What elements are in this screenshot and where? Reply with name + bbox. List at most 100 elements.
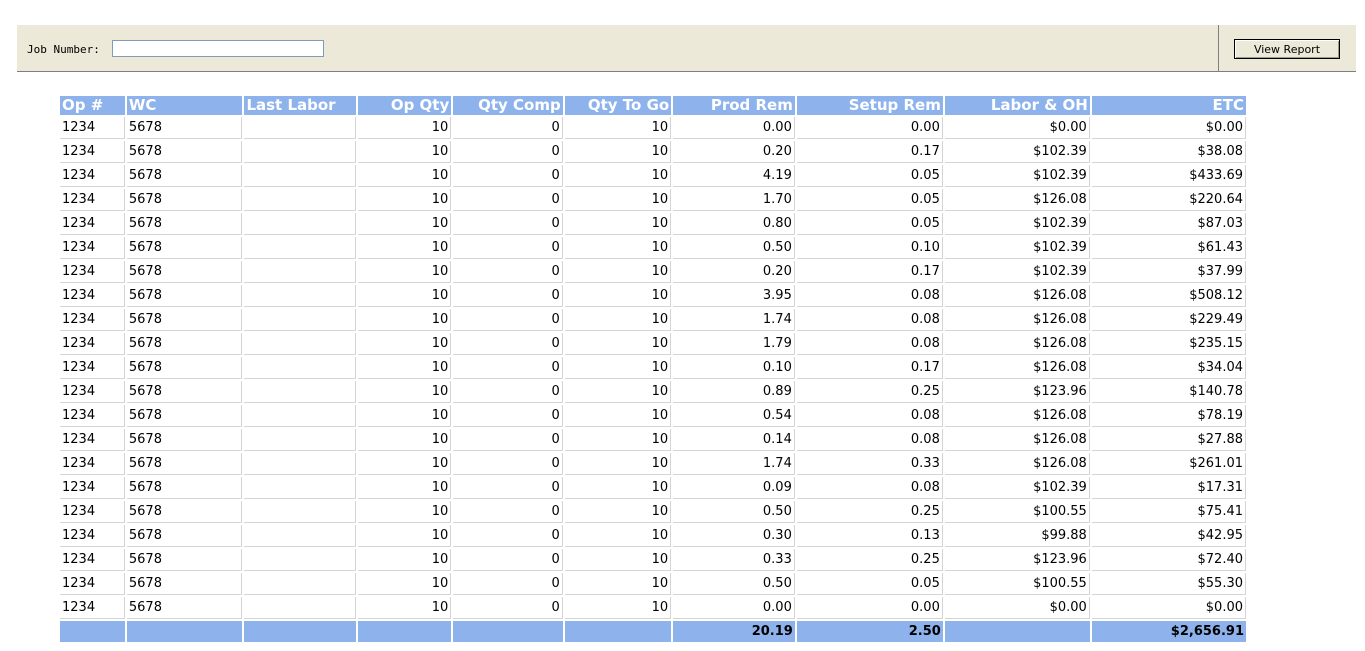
cell-op-qty: 10 [357, 333, 452, 355]
cell-labor-oh: $100.55 [944, 501, 1090, 523]
cell-op-qty: 10 [357, 237, 452, 259]
cell-qty-to-go: 10 [564, 237, 672, 259]
cell-qty-comp: 0 [453, 213, 563, 235]
cell-setup-rem: 0.08 [796, 429, 943, 451]
cell-wc: 5678 [126, 333, 243, 355]
cell-op-qty: 10 [357, 597, 452, 619]
cell-qty-comp: 0 [453, 165, 563, 187]
cell-op-number: 1234 [60, 333, 125, 355]
cell-op-qty: 10 [357, 453, 452, 475]
table-row: 1234 5678 10 0 10 0.80 0.05 $102.39 $87.03 [60, 213, 1246, 235]
parameter-bar-divider [1218, 25, 1219, 71]
cell-qty-comp: 0 [453, 261, 563, 283]
table-row: 1234 5678 10 0 10 3.95 0.08 $126.08 $508.12 [60, 285, 1246, 307]
view-report-button[interactable]: View Report [1234, 39, 1340, 59]
table-row: 1234 5678 10 0 10 0.89 0.25 $123.96 $140.78 [60, 381, 1246, 403]
totals-cell [244, 621, 356, 642]
cell-last-labor [244, 573, 356, 595]
job-number-label: Job Number: [27, 43, 100, 56]
cell-wc: 5678 [126, 381, 243, 403]
column-header-setup-rem: Setup Rem [796, 96, 943, 115]
cell-wc: 5678 [126, 525, 243, 547]
cell-op-qty: 10 [357, 141, 452, 163]
cell-wc: 5678 [126, 549, 243, 571]
cell-qty-to-go: 10 [564, 405, 672, 427]
cell-labor-oh: $126.08 [944, 333, 1090, 355]
cell-op-number: 1234 [60, 237, 125, 259]
cell-op-number: 1234 [60, 549, 125, 571]
column-header-op-qty: Op Qty [357, 96, 452, 115]
cell-qty-to-go: 10 [564, 357, 672, 379]
cell-wc: 5678 [126, 477, 243, 499]
totals-cell [126, 621, 243, 642]
cell-labor-oh: $102.39 [944, 477, 1090, 499]
cell-qty-to-go: 10 [564, 429, 672, 451]
cell-prod-rem: 0.89 [673, 381, 795, 403]
cell-qty-to-go: 10 [564, 165, 672, 187]
cell-prod-rem: 0.10 [673, 357, 795, 379]
cell-qty-to-go: 10 [564, 261, 672, 283]
cell-qty-comp: 0 [453, 597, 563, 619]
cell-setup-rem: 0.17 [796, 141, 943, 163]
cell-etc: $433.69 [1091, 165, 1246, 187]
cell-last-labor [244, 333, 356, 355]
cell-wc: 5678 [126, 141, 243, 163]
cell-op-number: 1234 [60, 165, 125, 187]
cell-prod-rem: 0.20 [673, 141, 795, 163]
cell-wc: 5678 [126, 405, 243, 427]
cell-etc: $235.15 [1091, 333, 1246, 355]
table-row: 1234 5678 10 0 10 0.50 0.05 $100.55 $55.30 [60, 573, 1246, 595]
cell-qty-to-go: 10 [564, 573, 672, 595]
table-row: 1234 5678 10 0 10 1.70 0.05 $126.08 $220.64 [60, 189, 1246, 211]
cell-etc: $72.40 [1091, 549, 1246, 571]
cell-qty-comp: 0 [453, 237, 563, 259]
cell-op-number: 1234 [60, 213, 125, 235]
cell-prod-rem: 0.09 [673, 477, 795, 499]
cell-qty-comp: 0 [453, 189, 563, 211]
cell-qty-comp: 0 [453, 501, 563, 523]
table-header-row: Op # WC Last Labor Op Qty Qty Comp Qty T… [60, 96, 1246, 115]
cell-setup-rem: 0.13 [796, 525, 943, 547]
cell-op-qty: 10 [357, 165, 452, 187]
cell-wc: 5678 [126, 309, 243, 331]
cell-qty-to-go: 10 [564, 285, 672, 307]
cell-op-number: 1234 [60, 405, 125, 427]
cell-setup-rem: 0.05 [796, 189, 943, 211]
cell-last-labor [244, 525, 356, 547]
cell-op-number: 1234 [60, 285, 125, 307]
cell-last-labor [244, 309, 356, 331]
cell-labor-oh: $102.39 [944, 237, 1090, 259]
cell-prod-rem: 0.33 [673, 549, 795, 571]
column-header-labor-oh: Labor & OH [944, 96, 1090, 115]
cell-qty-to-go: 10 [564, 549, 672, 571]
cell-op-qty: 10 [357, 213, 452, 235]
cell-etc: $42.95 [1091, 525, 1246, 547]
table-row: 1234 5678 10 0 10 1.74 0.33 $126.08 $261.01 [60, 453, 1246, 475]
table-row: 1234 5678 10 0 10 0.50 0.25 $100.55 $75.41 [60, 501, 1246, 523]
cell-qty-to-go: 10 [564, 477, 672, 499]
cell-wc: 5678 [126, 285, 243, 307]
cell-last-labor [244, 261, 356, 283]
table-row: 1234 5678 10 0 10 0.00 0.00 $0.00 $0.00 [60, 117, 1246, 139]
cell-qty-comp: 0 [453, 525, 563, 547]
cell-qty-comp: 0 [453, 477, 563, 499]
cell-last-labor [244, 501, 356, 523]
cell-labor-oh: $102.39 [944, 165, 1090, 187]
cell-qty-to-go: 10 [564, 309, 672, 331]
cell-last-labor [244, 453, 356, 475]
table-row: 1234 5678 10 0 10 4.19 0.05 $102.39 $433.69 [60, 165, 1246, 187]
job-number-input[interactable] [112, 40, 324, 57]
cell-qty-to-go: 10 [564, 333, 672, 355]
cell-prod-rem: 1.79 [673, 333, 795, 355]
total-setup-rem: 2.50 [796, 621, 943, 642]
cell-wc: 5678 [126, 117, 243, 139]
cell-qty-comp: 0 [453, 333, 563, 355]
cell-op-number: 1234 [60, 357, 125, 379]
cell-op-qty: 10 [357, 573, 452, 595]
cell-qty-comp: 0 [453, 549, 563, 571]
cell-qty-comp: 0 [453, 381, 563, 403]
cell-qty-comp: 0 [453, 405, 563, 427]
column-header-last-labor: Last Labor [244, 96, 356, 115]
table-row: 1234 5678 10 0 10 0.09 0.08 $102.39 $17.31 [60, 477, 1246, 499]
cell-last-labor [244, 429, 356, 451]
